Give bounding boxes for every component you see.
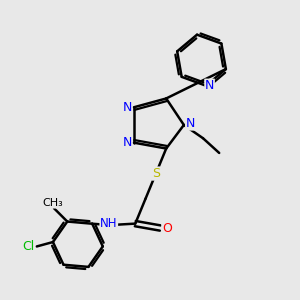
Text: O: O bbox=[162, 221, 172, 235]
Text: N: N bbox=[205, 79, 214, 92]
Text: N: N bbox=[123, 101, 132, 114]
Text: N: N bbox=[186, 117, 195, 130]
Text: CH₃: CH₃ bbox=[42, 198, 63, 208]
Text: Cl: Cl bbox=[22, 240, 34, 253]
Text: S: S bbox=[152, 167, 160, 180]
Text: N: N bbox=[123, 136, 132, 149]
Text: NH: NH bbox=[100, 217, 118, 230]
